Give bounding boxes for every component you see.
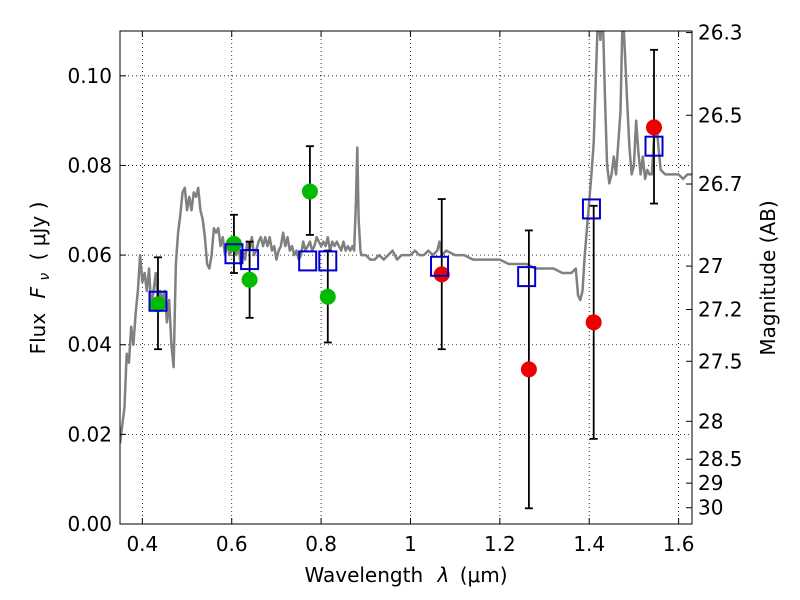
x-tick-label: 0.6 <box>216 532 248 556</box>
x-axis-label: Wavelength λ (μm) <box>304 563 507 587</box>
mag-tick-label: 29 <box>698 471 723 495</box>
template-spectrum-line <box>120 31 692 444</box>
red-data-point <box>646 119 663 136</box>
red-data-point <box>520 361 537 378</box>
plot-area <box>120 31 692 510</box>
mag-tick-label: 27 <box>698 254 723 278</box>
mag-tick-label: 26.3 <box>698 21 743 45</box>
mag-tick-label: 28.5 <box>698 447 743 471</box>
magnitude-axis-label: Magnitude (AB) <box>756 200 780 355</box>
green-data-point <box>241 271 258 288</box>
x-tick-label: 0.8 <box>305 532 337 556</box>
y-tick-label: 0.08 <box>67 153 112 177</box>
mag-tick-label: 26.5 <box>698 103 743 127</box>
x-tick-label: 1.6 <box>663 532 695 556</box>
y-tick-label: 0.10 <box>67 64 112 88</box>
green-data-point <box>319 288 336 305</box>
red-data-point <box>585 314 602 331</box>
y-tick-label: 0.06 <box>67 243 112 267</box>
model-square-point <box>430 255 450 277</box>
y-axis-label: Flux F ν ( μJy ) <box>26 202 54 355</box>
mag-tick-label: 28 <box>698 409 723 433</box>
x-tick-label: 0.4 <box>126 532 158 556</box>
model-square-point <box>517 266 537 288</box>
model-square-point <box>298 250 318 272</box>
plot-frame <box>119 30 693 525</box>
model-square-point <box>318 250 338 272</box>
x-axis-ticks: 0.4 0.6 0.8 1 1.2 1.4 1.6 <box>126 31 695 556</box>
mag-tick-label: 30 <box>698 496 723 520</box>
y-tick-label: 0.02 <box>67 422 112 446</box>
green-data-point <box>149 296 166 313</box>
y-axis-ticks: 0.00 0.02 0.04 0.06 0.08 0.10 <box>67 64 126 536</box>
x-tick-label: 1.2 <box>484 532 516 556</box>
mag-tick-label: 26.7 <box>698 172 743 196</box>
x-tick-label: 1 <box>404 532 417 556</box>
y-tick-label: 0.04 <box>67 333 112 357</box>
x-tick-label: 1.4 <box>573 532 605 556</box>
green-data-point <box>301 183 318 200</box>
mag-tick-label: 27.2 <box>698 297 743 321</box>
model-square-point <box>148 290 168 312</box>
model-square-point <box>240 249 260 271</box>
model-square-point <box>581 198 601 220</box>
red-data-point <box>433 266 450 283</box>
y-tick-label: 0.00 <box>67 512 112 536</box>
model-square-point <box>644 135 664 157</box>
mag-tick-label: 27.5 <box>698 349 743 373</box>
model-square-point <box>224 243 244 265</box>
